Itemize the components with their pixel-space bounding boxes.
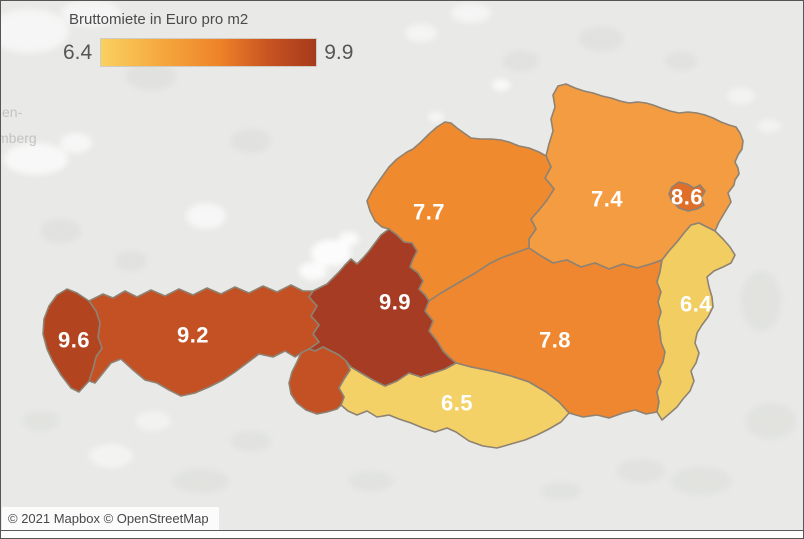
basemap-label-baden-line2: mberg [1,130,37,146]
legend-max-value: 9.9 [324,40,354,64]
region-tirol-ost[interactable] [288,346,351,415]
region-wien[interactable] [668,181,706,212]
legend-gradient-bar[interactable] [100,38,318,67]
legend-title: Bruttomiete in Euro pro m2 [69,11,249,28]
page-background-strip [1,531,803,538]
region-tirol[interactable] [88,284,320,397]
basemap-terrain [1,1,796,500]
region-vorarlberg[interactable] [42,288,103,393]
color-legend: Bruttomiete in Euro pro m2 6.4 [63,11,353,67]
legend-min-value: 6.4 [63,40,93,64]
basemap-label-baden-line1: en- [2,104,23,120]
region-burgenland[interactable] [656,222,736,421]
austria-map[interactable]: en- mberg 9.6 9.2 9.9 7.7 7.4 8.6 6.4 7.… [1,1,803,530]
map-attribution[interactable]: © 2021 Mapbox © OpenStreetMap [2,507,219,530]
